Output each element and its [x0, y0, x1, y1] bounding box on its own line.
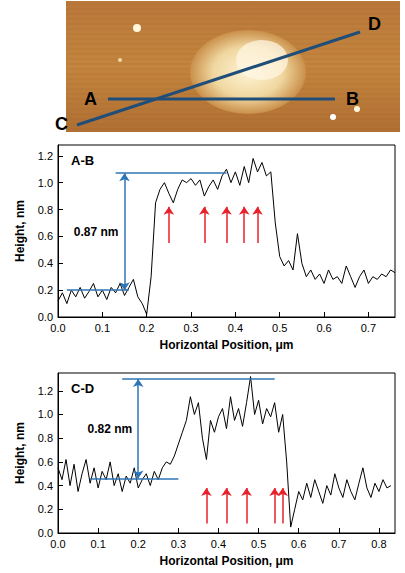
- svg-text:0.4: 0.4: [228, 322, 243, 334]
- svg-text:1.2: 1.2: [38, 385, 53, 397]
- svg-text:0.1: 0.1: [90, 538, 105, 550]
- svg-text:Height, nm: Height, nm: [13, 422, 27, 484]
- svg-text:0.8: 0.8: [38, 204, 53, 216]
- svg-text:0.6: 0.6: [38, 456, 53, 468]
- svg-text:0.2: 0.2: [38, 503, 53, 515]
- svg-text:0.2: 0.2: [131, 538, 146, 550]
- svg-text:0.3: 0.3: [183, 322, 198, 334]
- svg-text:1.2: 1.2: [38, 150, 53, 162]
- svg-text:0.4: 0.4: [211, 538, 226, 550]
- svg-text:B: B: [346, 89, 359, 109]
- svg-text:0.0: 0.0: [37, 311, 53, 323]
- svg-text:0.6: 0.6: [38, 230, 53, 242]
- svg-text:0.8: 0.8: [38, 432, 53, 444]
- svg-text:A: A: [84, 89, 97, 109]
- svg-text:1.0: 1.0: [38, 408, 53, 420]
- svg-text:0.7: 0.7: [331, 538, 346, 550]
- svg-text:A-B: A-B: [71, 153, 94, 168]
- svg-text:0.6: 0.6: [316, 322, 331, 334]
- svg-text:0.5: 0.5: [272, 322, 287, 334]
- svg-text:0.5: 0.5: [251, 538, 266, 550]
- svg-text:Height, nm: Height, nm: [13, 200, 27, 262]
- svg-text:0.87 nm: 0.87 nm: [74, 225, 119, 239]
- svg-text:0.82 nm: 0.82 nm: [88, 422, 133, 436]
- svg-text:0.1: 0.1: [95, 322, 110, 334]
- svg-text:0.3: 0.3: [171, 538, 186, 550]
- svg-text:0.4: 0.4: [38, 257, 53, 269]
- svg-text:0.0: 0.0: [50, 322, 65, 334]
- svg-text:Horizontal Position, μm: Horizontal Position, μm: [159, 338, 293, 352]
- svg-text:0.6: 0.6: [291, 538, 306, 550]
- svg-text:D: D: [368, 14, 381, 34]
- svg-text:C: C: [55, 114, 68, 134]
- svg-text:0.2: 0.2: [139, 322, 154, 334]
- svg-text:0.0: 0.0: [37, 527, 53, 539]
- svg-text:C-D: C-D: [71, 381, 94, 396]
- svg-text:0.4: 0.4: [38, 480, 53, 492]
- svg-text:1.0: 1.0: [38, 177, 53, 189]
- svg-text:0.8: 0.8: [371, 538, 386, 550]
- svg-text:Horizontal Position, μm: Horizontal Position, μm: [159, 554, 293, 568]
- svg-text:0.0: 0.0: [50, 538, 65, 550]
- svg-text:0.7: 0.7: [361, 322, 376, 334]
- svg-text:0.2: 0.2: [38, 284, 53, 296]
